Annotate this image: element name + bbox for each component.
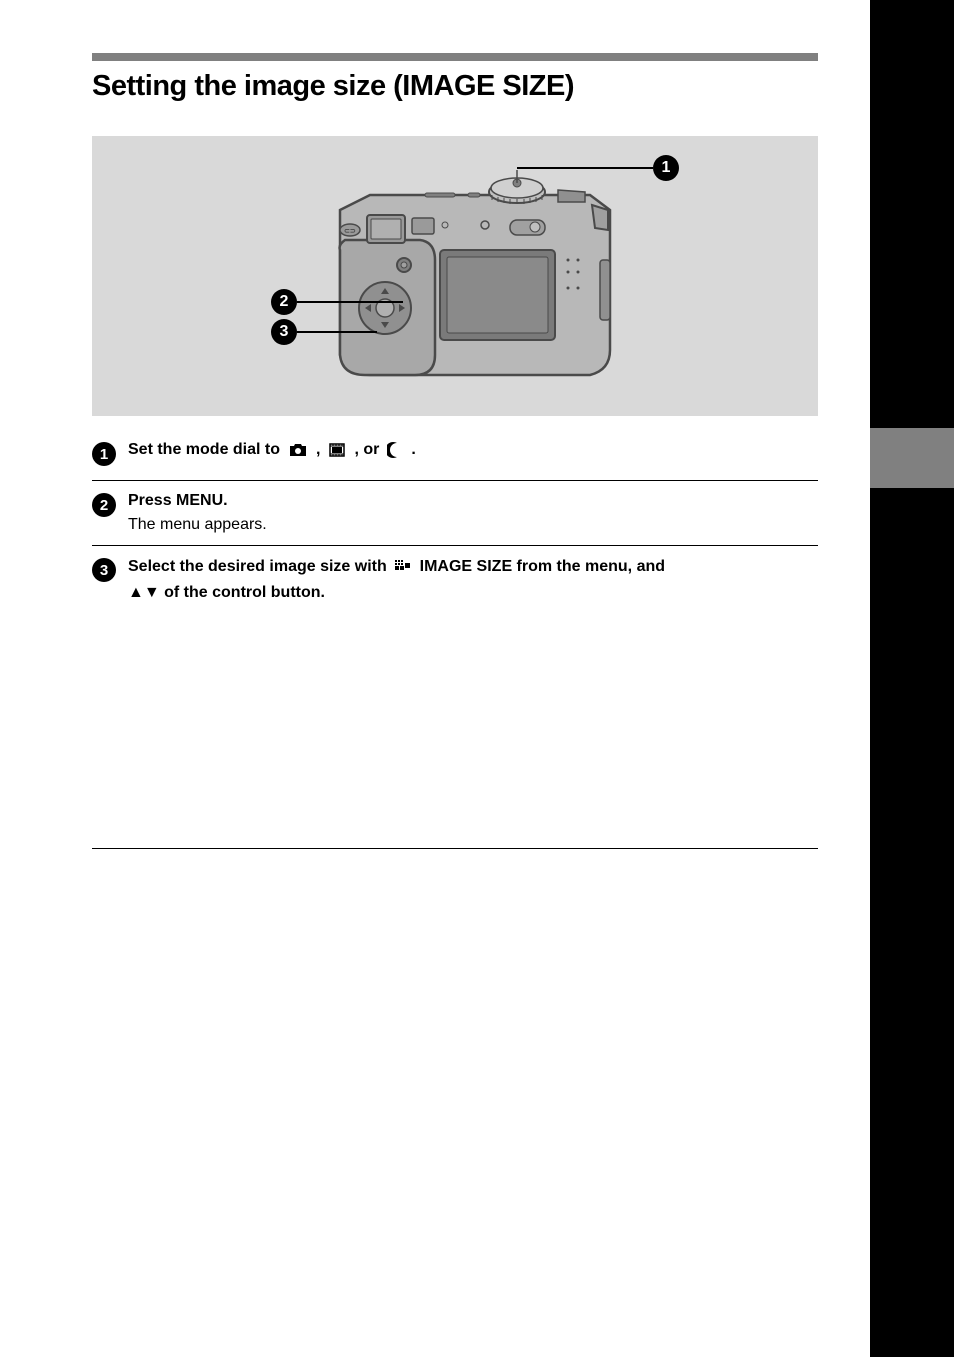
step-text-before: Set the mode dial to	[128, 438, 280, 462]
step-number: 1	[92, 442, 116, 466]
header-divider-bar	[92, 53, 818, 61]
step-text-before: Press MENU.	[128, 489, 267, 513]
callout-leader-line-2	[297, 301, 403, 303]
step-text-after: The menu appears.	[128, 513, 267, 537]
callout-leader-line-3	[297, 331, 377, 333]
camera-illustration: ⊂⊃	[310, 160, 630, 400]
step-3-row: 3 Select the desired image size with IMA…	[92, 545, 818, 613]
arrow-up-down-icon: ▲▼	[128, 580, 160, 606]
svg-text:⊂⊃: ⊂⊃	[344, 228, 356, 235]
bottom-divider	[92, 848, 818, 849]
callout-2: 2	[271, 289, 297, 315]
step-2-row: 2 Press MENU. The menu appears.	[92, 480, 818, 545]
callout-1: 1	[653, 155, 679, 181]
step-text-before: Select the desired image size with	[128, 558, 391, 575]
right-tab-gray	[870, 428, 954, 488]
step-text-after: of the control button.	[164, 584, 325, 601]
step-number: 2	[92, 493, 116, 517]
step-text: Press MENU. The menu appears.	[128, 489, 267, 537]
step-text-comma: ,	[316, 438, 320, 462]
camera-icon	[288, 442, 308, 458]
page-title: Setting the image size (IMAGE SIZE)	[92, 70, 574, 103]
step-text: Set the mode dial to , , or	[128, 438, 416, 462]
right-tab-black-bottom	[870, 488, 954, 1357]
moon-icon	[387, 441, 403, 459]
film-icon	[328, 442, 346, 458]
step-text: Select the desired image size with IMAGE…	[128, 554, 665, 605]
callout-number: 3	[271, 319, 297, 345]
callout-3: 3	[271, 319, 297, 345]
step-text-after: .	[411, 438, 415, 462]
step-text-mid: IMAGE SIZE from the menu, and	[420, 558, 665, 575]
callout-number: 2	[271, 289, 297, 315]
grid-icon	[395, 560, 411, 574]
right-tab-black-top	[870, 0, 954, 455]
callout-leader-line-1	[517, 167, 653, 169]
step-number: 3	[92, 558, 116, 582]
callout-number: 1	[653, 155, 679, 181]
step-1-row: 1 Set the mode dial to ,	[92, 430, 818, 480]
steps-list: 1 Set the mode dial to ,	[92, 430, 818, 613]
step-text-mid: , or	[354, 438, 379, 462]
